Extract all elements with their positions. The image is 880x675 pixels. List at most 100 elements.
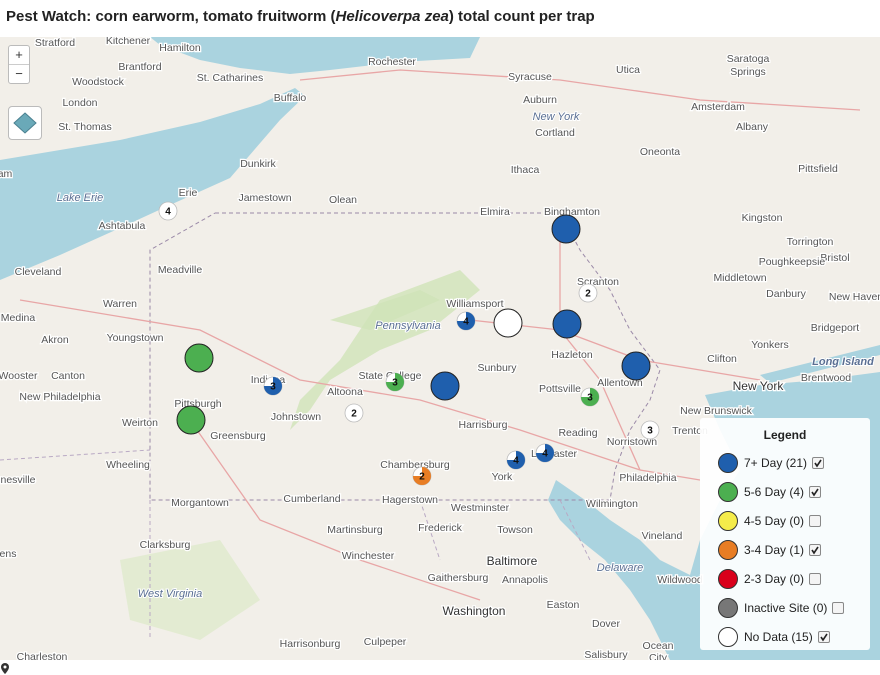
forest <box>290 270 480 430</box>
legend-checkbox[interactable] <box>809 572 822 585</box>
trap-count: 2 <box>419 472 425 483</box>
trap-marker <box>551 214 581 244</box>
trap-count: 4 <box>165 207 171 218</box>
place-label: Rochester <box>368 56 416 68</box>
trap-count: 2 <box>351 409 357 420</box>
place-label: City <box>649 652 668 660</box>
legend-label: 2-3 Day (0) <box>744 571 805 586</box>
place-label: Torrington <box>787 236 834 248</box>
trap-count: 4 <box>463 317 469 328</box>
place-label: Middletown <box>713 272 766 284</box>
place-label: Cleveland <box>15 266 62 278</box>
layer-button[interactable] <box>8 106 42 140</box>
legend-checkbox[interactable] <box>812 456 825 469</box>
place-label: Greensburg <box>210 430 266 442</box>
place-label: Cortland <box>535 127 575 139</box>
place-label: New Philadelphia <box>19 391 100 403</box>
sound <box>760 345 880 383</box>
state-border <box>0 449 591 640</box>
legend-checkbox[interactable] <box>809 514 822 527</box>
lake-ontario <box>150 37 480 74</box>
legend-checkbox[interactable] <box>832 601 845 614</box>
place-label: Harrisonburg <box>280 638 341 650</box>
place-label: London <box>62 97 97 109</box>
region-label: Pennsylvania <box>375 320 440 332</box>
place-label: Harrisburg <box>458 419 507 431</box>
trap-count: 3 <box>392 378 398 389</box>
place-label: Buffalo <box>274 92 307 104</box>
place-label: Trenton <box>672 425 708 437</box>
city-label: Baltimore <box>487 554 538 568</box>
region-label: Lake Erie <box>57 192 103 204</box>
region-label: West Virginia <box>138 588 202 600</box>
place-label: Erie <box>179 187 198 199</box>
place-label: Olean <box>329 194 357 206</box>
legend-item: 7+ Day (21) <box>700 448 870 477</box>
place-label: Sunbury <box>477 362 517 374</box>
place-label: Hagerstown <box>382 494 438 506</box>
place-label: Wilmington <box>586 498 638 510</box>
place-label: Ithaca <box>511 164 540 176</box>
forest <box>120 540 260 640</box>
legend-item: No Data (15) <box>700 622 870 651</box>
trap-count: 3 <box>270 382 276 393</box>
place-label: Youngstown <box>107 332 164 344</box>
legend: Legend 7+ Day (21) 5-6 Day (4) 4-5 Day (0)… <box>700 418 870 650</box>
place-label: Bristol <box>820 252 849 264</box>
trap-marker <box>430 371 460 401</box>
place-label: Albany <box>736 121 769 133</box>
location-icon <box>1 663 9 674</box>
place-label: Wheeling <box>106 459 150 471</box>
place-label: New Haven <box>829 291 880 303</box>
map-title: Pest Watch: corn earworm, tomato fruitwo… <box>6 8 595 25</box>
place-label: Salisbury <box>584 649 628 660</box>
place-label: St. Catharines <box>197 72 264 84</box>
place-label: Chambersburg <box>380 459 450 471</box>
zoom-in[interactable]: + <box>15 47 23 62</box>
place-label: Kingston <box>742 212 783 224</box>
place-label: Towson <box>497 524 533 536</box>
legend-checkbox[interactable] <box>809 485 822 498</box>
legend-item: Inactive Site (0) <box>700 593 870 622</box>
place-label: St. Thomas <box>58 121 112 133</box>
place-label: New Brunswick <box>680 405 753 417</box>
legend-swatch <box>718 481 738 502</box>
place-label: Dover <box>592 618 621 630</box>
region-label: Long Island <box>812 356 874 368</box>
legend-checkbox[interactable] <box>817 630 830 643</box>
layer-icon <box>13 112 37 134</box>
place-label: Martinsburg <box>327 524 383 536</box>
legend-checkbox[interactable] <box>809 543 822 556</box>
place-label: Saratoga <box>727 53 770 65</box>
place-label: Jamestown <box>238 192 291 204</box>
place-label: Vineland <box>642 530 683 542</box>
trap-marker-wedge <box>507 451 525 469</box>
place-label: Poughkeepsie <box>759 256 826 268</box>
place-label: Pottsville <box>539 383 581 395</box>
place-label: Stratford <box>35 37 75 49</box>
place-label: Charleston <box>17 651 68 660</box>
trap-marker-wedge <box>536 444 554 462</box>
trap-count: 2 <box>585 289 591 300</box>
place-label: Utica <box>616 64 640 76</box>
place-label: Canton <box>51 370 85 382</box>
trap-marker <box>184 343 214 373</box>
trap-marker <box>344 403 364 423</box>
place-label: Amsterdam <box>691 101 745 113</box>
zoom-out[interactable]: − <box>9 64 29 83</box>
place-label: Wooster <box>0 370 38 382</box>
trap-marker <box>176 405 206 435</box>
place-label: Ashtabula <box>99 220 146 232</box>
place-label: Bridgeport <box>811 322 860 334</box>
city-label: Washington <box>443 604 506 618</box>
place-label: Medina <box>1 312 36 324</box>
place-label: Easton <box>547 599 580 611</box>
place-label: York <box>492 471 513 483</box>
legend-swatch <box>718 626 738 647</box>
place-label: am <box>0 168 13 180</box>
place-label: Warren <box>103 298 137 310</box>
legend-swatch <box>718 539 738 560</box>
place-label: Pittsfield <box>798 163 838 175</box>
place-label: Clarksburg <box>140 539 191 551</box>
